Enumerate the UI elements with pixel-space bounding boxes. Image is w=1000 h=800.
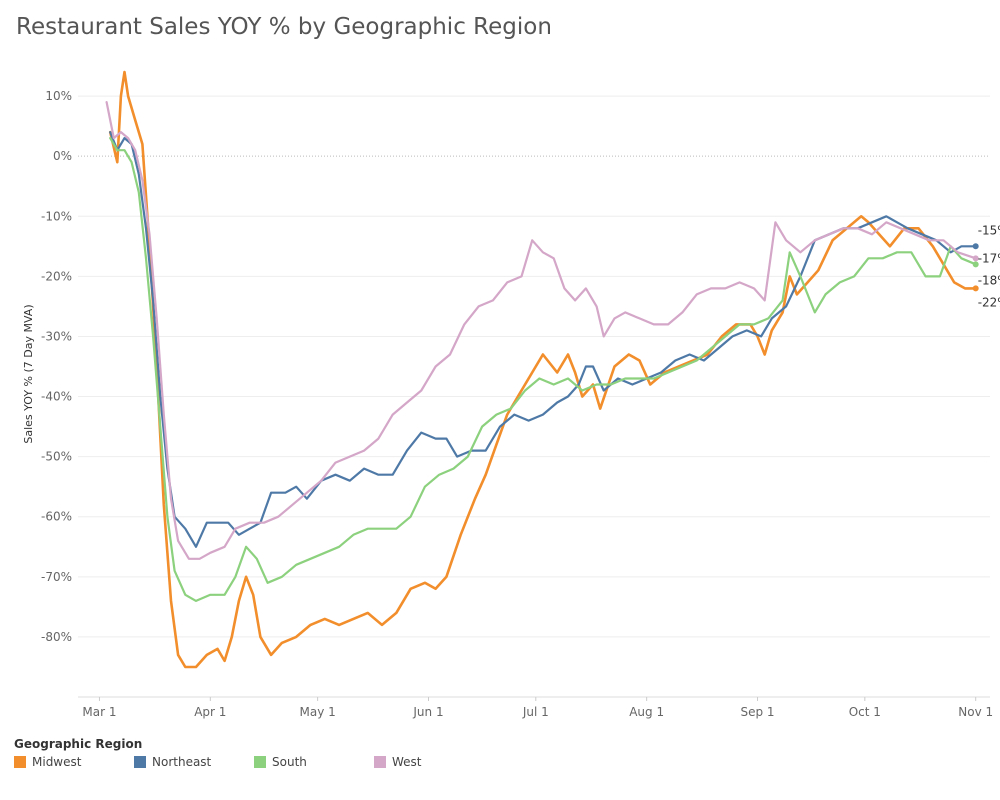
legend-swatch [14, 756, 26, 768]
series-end-point-south [972, 261, 979, 268]
y-tick-label: -50% [41, 450, 72, 464]
legend-swatch [374, 756, 386, 768]
y-tick-label: -70% [41, 570, 72, 584]
x-tick-label: Sep 1 [740, 705, 774, 719]
end-label-northeast: -15% [978, 223, 1000, 237]
series-line-midwest [108, 70, 977, 669]
legend-label: Midwest [32, 755, 82, 769]
legend-item-west[interactable]: West [374, 755, 422, 769]
legend-item-midwest[interactable]: Midwest [14, 755, 81, 769]
axes: 10% 0% -10% -20% -30% -40% -50% -60% -70% -80% Mar… [41, 89, 993, 719]
x-tick-label: May 1 [299, 705, 335, 719]
legend-swatch [134, 756, 146, 768]
y-tick-label: 0% [53, 149, 72, 163]
x-tick-label: Aug 1 [629, 705, 664, 719]
legend-title: Geographic Region [14, 737, 143, 751]
gridlines [78, 95, 990, 638]
y-tick-label: 10% [45, 89, 72, 103]
series-line-south [109, 137, 977, 602]
x-tick-label: Jun 1 [412, 705, 443, 719]
end-labels: -15% -17% -18% -22% [978, 223, 1000, 309]
y-tick-label: -80% [41, 630, 72, 644]
legend-swatch [254, 756, 266, 768]
end-label-midwest: -22% [978, 295, 1000, 309]
x-tick-label: Mar 1 [82, 705, 116, 719]
y-tick-label: -40% [41, 390, 72, 404]
x-tick-label: Oct 1 [849, 705, 881, 719]
y-tick-label: -10% [41, 209, 72, 223]
y-tick-label: -20% [41, 269, 72, 283]
legend-item-south[interactable]: South [254, 755, 307, 769]
y-tick-label: -30% [41, 329, 72, 343]
series-end-point-northeast [972, 243, 979, 250]
series-end-point-west [972, 255, 979, 262]
series-end-point-midwest [972, 285, 979, 292]
legend: Geographic Region Midwest Northeast South W… [14, 737, 614, 777]
end-label-west: -17% [978, 251, 1000, 265]
series-line-west [105, 101, 977, 560]
chart-area: 10% 0% -10% -20% -30% -40% -50% -60% -70% -80% Mar… [22, 70, 1000, 719]
x-tick-label: Jul 1 [522, 705, 549, 719]
legend-label: West [392, 755, 422, 769]
legend-label: South [272, 755, 307, 769]
x-tick-label: Nov 1 [958, 705, 993, 719]
legend-label: Northeast [152, 755, 212, 769]
end-label-south: -18% [978, 273, 1000, 287]
legend-item-northeast[interactable]: Northeast [134, 755, 211, 769]
y-axis-label: Sales YOY % (7 Day MVA) [22, 304, 35, 443]
y-tick-label: -60% [41, 510, 72, 524]
series-line-northeast [109, 131, 977, 548]
x-tick-label: Apr 1 [194, 705, 226, 719]
series-lines [105, 70, 979, 669]
chart-title: Restaurant Sales YOY % by Geographic Reg… [16, 14, 552, 40]
